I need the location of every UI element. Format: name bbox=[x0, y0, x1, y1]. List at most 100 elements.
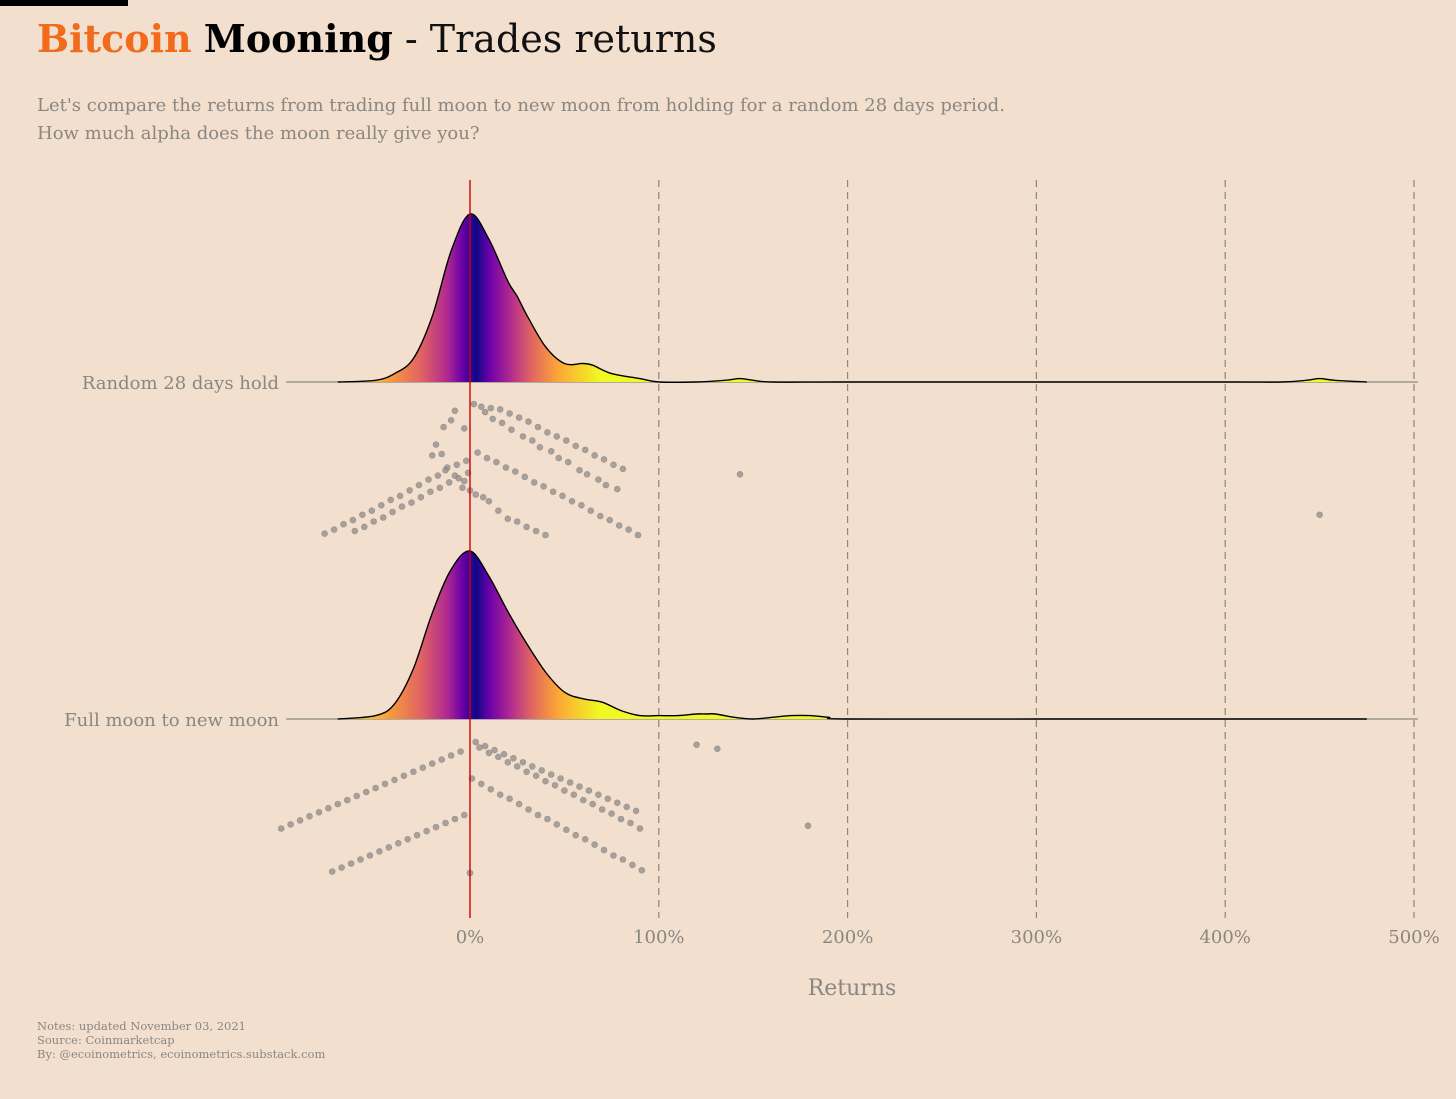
data-point-full-moon-to-new-moon bbox=[494, 753, 502, 761]
data-point-random-28-days-hold bbox=[406, 487, 413, 494]
data-point-full-moon-to-new-moon bbox=[561, 787, 568, 794]
data-point-random-28-days-hold bbox=[389, 508, 396, 516]
density-fill-random-28-days-hold bbox=[337, 213, 1367, 383]
data-point-full-moon-to-new-moon bbox=[504, 758, 512, 766]
data-point-random-28-days-hold bbox=[602, 481, 610, 489]
data-point-full-moon-to-new-moon bbox=[627, 819, 634, 827]
x-axis-label: Returns bbox=[808, 976, 897, 1001]
data-point-full-moon-to-new-moon bbox=[519, 758, 527, 766]
data-point-random-28-days-hold bbox=[496, 406, 504, 413]
data-point-full-moon-to-new-moon bbox=[442, 819, 449, 827]
data-point-full-moon-to-new-moon bbox=[585, 787, 593, 794]
data-point-random-28-days-hold bbox=[494, 507, 502, 515]
data-point-full-moon-to-new-moon bbox=[457, 748, 464, 755]
data-point-random-28-days-hold bbox=[540, 483, 547, 490]
data-point-full-moon-to-new-moon bbox=[523, 768, 530, 776]
series-label-random-28-days-hold: Random 28 days hold bbox=[82, 373, 279, 394]
data-point-full-moon-to-new-moon bbox=[638, 866, 646, 874]
data-point-random-28-days-hold bbox=[493, 458, 500, 466]
data-point-random-28-days-hold bbox=[396, 492, 404, 500]
data-point-full-moon-to-new-moon bbox=[604, 795, 612, 803]
data-point-full-moon-to-new-moon bbox=[551, 781, 559, 789]
data-point-full-moon-to-new-moon bbox=[325, 804, 332, 812]
data-point-full-moon-to-new-moon bbox=[357, 856, 364, 863]
data-point-random-28-days-hold bbox=[553, 433, 561, 440]
data-point-random-28-days-hold bbox=[547, 447, 555, 455]
x-tick-label-300: 300% bbox=[1011, 927, 1062, 948]
data-point-full-moon-to-new-moon bbox=[525, 806, 532, 813]
data-point-full-moon-to-new-moon bbox=[544, 815, 551, 823]
data-point-full-moon-to-new-moon bbox=[338, 864, 345, 871]
data-point-random-28-days-hold bbox=[625, 526, 632, 533]
data-point-full-moon-to-new-moon bbox=[579, 796, 587, 804]
data-point-full-moon-to-new-moon bbox=[613, 799, 621, 807]
data-point-full-moon-to-new-moon bbox=[617, 815, 625, 823]
data-point-random-28-days-hold bbox=[477, 403, 485, 411]
data-point-random-28-days-hold bbox=[415, 481, 423, 489]
data-point-full-moon-to-new-moon bbox=[598, 806, 606, 813]
data-point-random-28-days-hold bbox=[459, 484, 466, 492]
label-layer: Random 28 days hold Full moon to new moon bbox=[64, 373, 279, 731]
title-rest: - Trades returns bbox=[392, 17, 717, 61]
notes-byline: By: @ecoinometrics, ecoinometrics.substa… bbox=[37, 1047, 326, 1061]
data-point-random-28-days-hold bbox=[487, 404, 495, 412]
data-point-random-28-days-hold bbox=[351, 527, 359, 535]
subtitle-line-1: Let's compare the returns from trading f… bbox=[37, 95, 1005, 116]
data-point-full-moon-to-new-moon bbox=[487, 785, 495, 793]
data-point-random-28-days-hold bbox=[521, 473, 529, 481]
data-point-random-28-days-hold bbox=[360, 523, 368, 531]
data-point-random-28-days-hold bbox=[377, 501, 385, 509]
x-tick-label-400: 400% bbox=[1199, 927, 1250, 948]
data-point-random-28-days-hold bbox=[427, 488, 434, 496]
data-point-random-28-days-hold bbox=[634, 531, 642, 539]
data-point-full-moon-to-new-moon bbox=[553, 821, 561, 828]
data-point-random-28-days-hold bbox=[321, 530, 328, 537]
data-point-full-moon-to-new-moon bbox=[528, 763, 536, 770]
data-point-full-moon-to-new-moon bbox=[538, 767, 546, 774]
x-tick-label-200: 200% bbox=[822, 927, 873, 948]
data-point-random-28-days-hold bbox=[1316, 511, 1323, 519]
subtitle-line-2: How much alpha does the moon really give… bbox=[37, 123, 480, 144]
x-tick-label-500: 500% bbox=[1388, 927, 1439, 948]
grid-layer bbox=[658, 180, 1415, 918]
data-point-full-moon-to-new-moon bbox=[557, 775, 564, 782]
data-point-random-28-days-hold bbox=[479, 493, 487, 501]
data-point-full-moon-to-new-moon bbox=[485, 749, 493, 757]
data-point-random-28-days-hold bbox=[619, 465, 627, 473]
footer-notes: Notes: updated November 03, 2021 Source:… bbox=[37, 1019, 325, 1061]
data-point-full-moon-to-new-moon bbox=[619, 856, 627, 863]
data-point-full-moon-to-new-moon bbox=[572, 831, 580, 839]
data-point-random-28-days-hold bbox=[564, 458, 572, 466]
data-point-random-28-days-hold bbox=[379, 514, 387, 521]
data-point-random-28-days-hold bbox=[474, 449, 481, 456]
data-point-full-moon-to-new-moon bbox=[510, 754, 517, 762]
data-point-full-moon-to-new-moon bbox=[296, 817, 304, 824]
data-point-random-28-days-hold bbox=[340, 520, 347, 528]
points-layer bbox=[277, 400, 1323, 877]
data-point-random-28-days-hold bbox=[504, 515, 512, 523]
data-point-full-moon-to-new-moon bbox=[362, 788, 370, 796]
density-outline-random-28-days-hold bbox=[337, 213, 1367, 384]
data-point-full-moon-to-new-moon bbox=[347, 860, 355, 867]
data-point-random-28-days-hold bbox=[606, 516, 614, 524]
data-point-full-moon-to-new-moon bbox=[608, 810, 615, 817]
data-point-random-28-days-hold bbox=[485, 497, 493, 505]
data-point-full-moon-to-new-moon bbox=[328, 868, 336, 875]
data-point-random-28-days-hold bbox=[559, 492, 566, 500]
data-point-random-28-days-hold bbox=[528, 437, 536, 444]
top-accent-bar bbox=[0, 0, 128, 6]
data-point-full-moon-to-new-moon bbox=[491, 746, 498, 754]
data-point-random-28-days-hold bbox=[581, 446, 589, 454]
data-point-random-28-days-hold bbox=[387, 496, 395, 504]
data-point-random-28-days-hold bbox=[542, 531, 549, 539]
data-point-full-moon-to-new-moon bbox=[500, 750, 508, 758]
data-point-full-moon-to-new-moon bbox=[306, 812, 313, 820]
data-point-random-28-days-hold bbox=[502, 464, 510, 471]
x-axis-ticks: 0% 100% 200% 300% 400% 500% bbox=[456, 927, 1440, 948]
data-point-random-28-days-hold bbox=[525, 418, 532, 425]
data-point-random-28-days-hold bbox=[555, 454, 563, 462]
chart-subtitle: Let's compare the returns from trading f… bbox=[37, 92, 1005, 148]
data-point-random-28-days-hold bbox=[736, 470, 744, 478]
data-point-full-moon-to-new-moon bbox=[460, 811, 468, 819]
